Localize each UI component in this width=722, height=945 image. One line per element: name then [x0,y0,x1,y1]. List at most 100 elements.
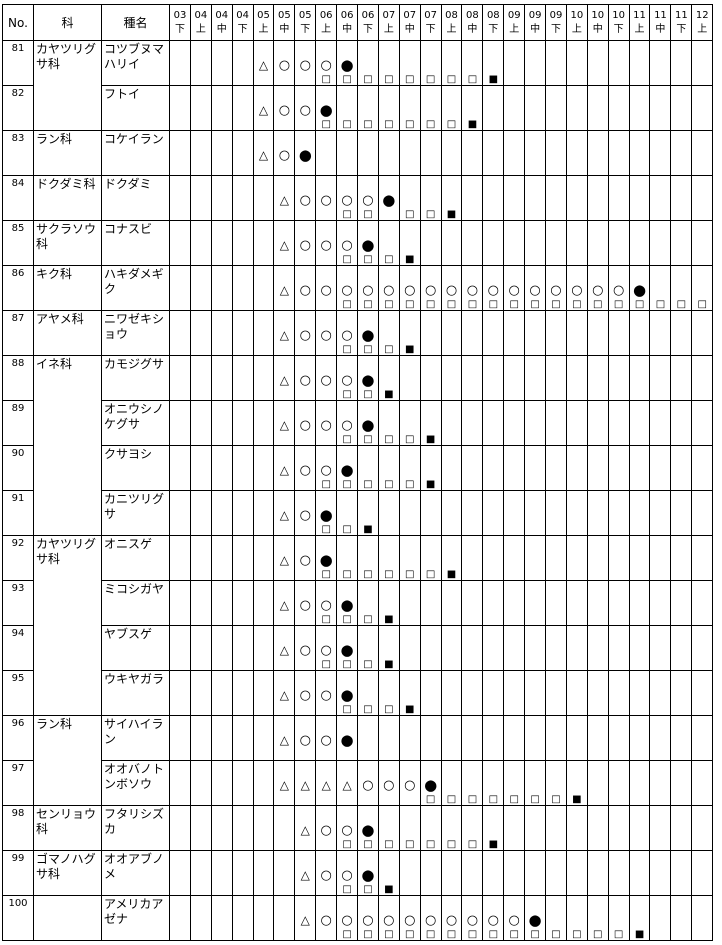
open-circle-mark: ○ [320,193,332,208]
period-cell [169,220,191,266]
period-cell: △ [273,625,296,671]
open-circle-mark: ○ [362,778,374,793]
period-cell [503,805,526,851]
header-period-month: 05 [298,9,312,21]
period-cell [503,220,526,266]
open-square-mark: □ [467,839,478,850]
period-cell [691,175,714,221]
open-square-mark: □ [405,929,415,940]
period-cell: ○ [315,715,338,761]
open-circle-mark: ○ [404,283,416,298]
period-cell: □ [398,85,421,131]
open-square-mark: □ [321,659,331,670]
period-cell [670,805,693,851]
period-cell [607,130,630,176]
period-cell [482,400,505,446]
open-square-mark: □ [384,569,394,580]
period-cell: ○ [294,400,317,446]
period-cell [524,715,547,761]
header-no: No. [2,4,34,41]
header-period: 06 中 [336,4,359,41]
period-cell: ○ □ [607,265,630,311]
filled-square-mark: ■ [446,569,457,580]
header-period-part: 上 [634,23,645,35]
period-cell: ○ □ [336,400,359,446]
period-cell [670,490,693,536]
period-cell [691,805,714,851]
open-square-mark: □ [676,299,687,310]
period-cell [189,85,212,131]
period-cell [670,85,693,131]
period-cell [670,535,693,581]
period-cell [691,760,714,806]
period-cell [169,625,191,671]
table-row: 94 ヤブスゲ △ ○ ○ □ ● □ □ ■ [2,625,714,671]
open-circle-mark: ○ [341,283,353,298]
header-period: 09 下 [545,4,567,41]
period-cell: ○ [294,85,317,131]
period-cell: ○ [294,355,317,401]
open-circle-mark: ○ [299,283,311,298]
period-cell [670,40,693,86]
period-cell: ○ □ [419,895,442,941]
row-number: 94 [2,625,34,671]
period-cell: □ [398,40,421,86]
open-square-mark: □ [363,929,373,940]
header-period-part: 下 [676,23,687,35]
open-square-mark: □ [425,299,436,310]
open-square-mark: □ [363,884,373,895]
open-circle-mark: ○ [299,103,311,118]
period-cell [586,400,609,446]
open-square-mark: □ [551,929,561,940]
period-cell [503,175,526,221]
period-cell [524,445,547,491]
filled-circle-mark: ● [632,281,647,299]
open-circle-mark: ○ [299,688,311,703]
triangle-mark: △ [258,148,269,162]
open-square-mark: □ [363,569,373,580]
header-period-month: 06 [319,9,333,21]
period-cell: ○ [294,445,317,491]
period-cell [691,625,714,671]
period-cell: ○ □ [503,895,526,941]
period-cell [545,490,567,536]
open-circle-mark: ○ [341,418,353,433]
open-circle-mark: ○ [299,58,311,73]
period-cell [252,625,275,671]
family-name: アヤメ科 [33,310,102,356]
period-cell: ○ □ [336,850,359,896]
period-cell [607,355,630,401]
period-cell [586,535,609,581]
header-period-part: 中 [655,23,666,35]
header-period-month: 11 [674,9,688,21]
period-cell [545,445,567,491]
period-cell [524,175,547,221]
period-cell [440,310,463,356]
period-cell [649,40,672,86]
period-cell [189,445,212,491]
period-cell [440,130,463,176]
triangle-mark: △ [279,643,290,657]
period-cell [649,220,672,266]
family-name: サクラソウ科 [33,220,102,266]
period-cell [231,175,254,221]
period-cell [524,625,547,671]
period-cell [273,850,296,896]
open-circle-mark: ○ [278,58,291,73]
period-cell [565,400,588,446]
row-number: 85 [2,220,34,266]
period-cell: □ [440,85,463,131]
period-cell: ● □ [357,220,379,266]
period-cell [252,580,275,626]
header-period-part: 下 [300,23,311,35]
period-cell [377,715,400,761]
period-cell [419,715,442,761]
period-cell [586,445,609,491]
triangle-mark: △ [279,463,290,477]
period-cell: ○ [315,850,338,896]
period-cell [628,310,651,356]
period-cell: ● [336,715,359,761]
triangle-mark: △ [279,193,290,207]
period-cell: △ [252,130,275,176]
header-period-month: 05 [257,9,270,21]
